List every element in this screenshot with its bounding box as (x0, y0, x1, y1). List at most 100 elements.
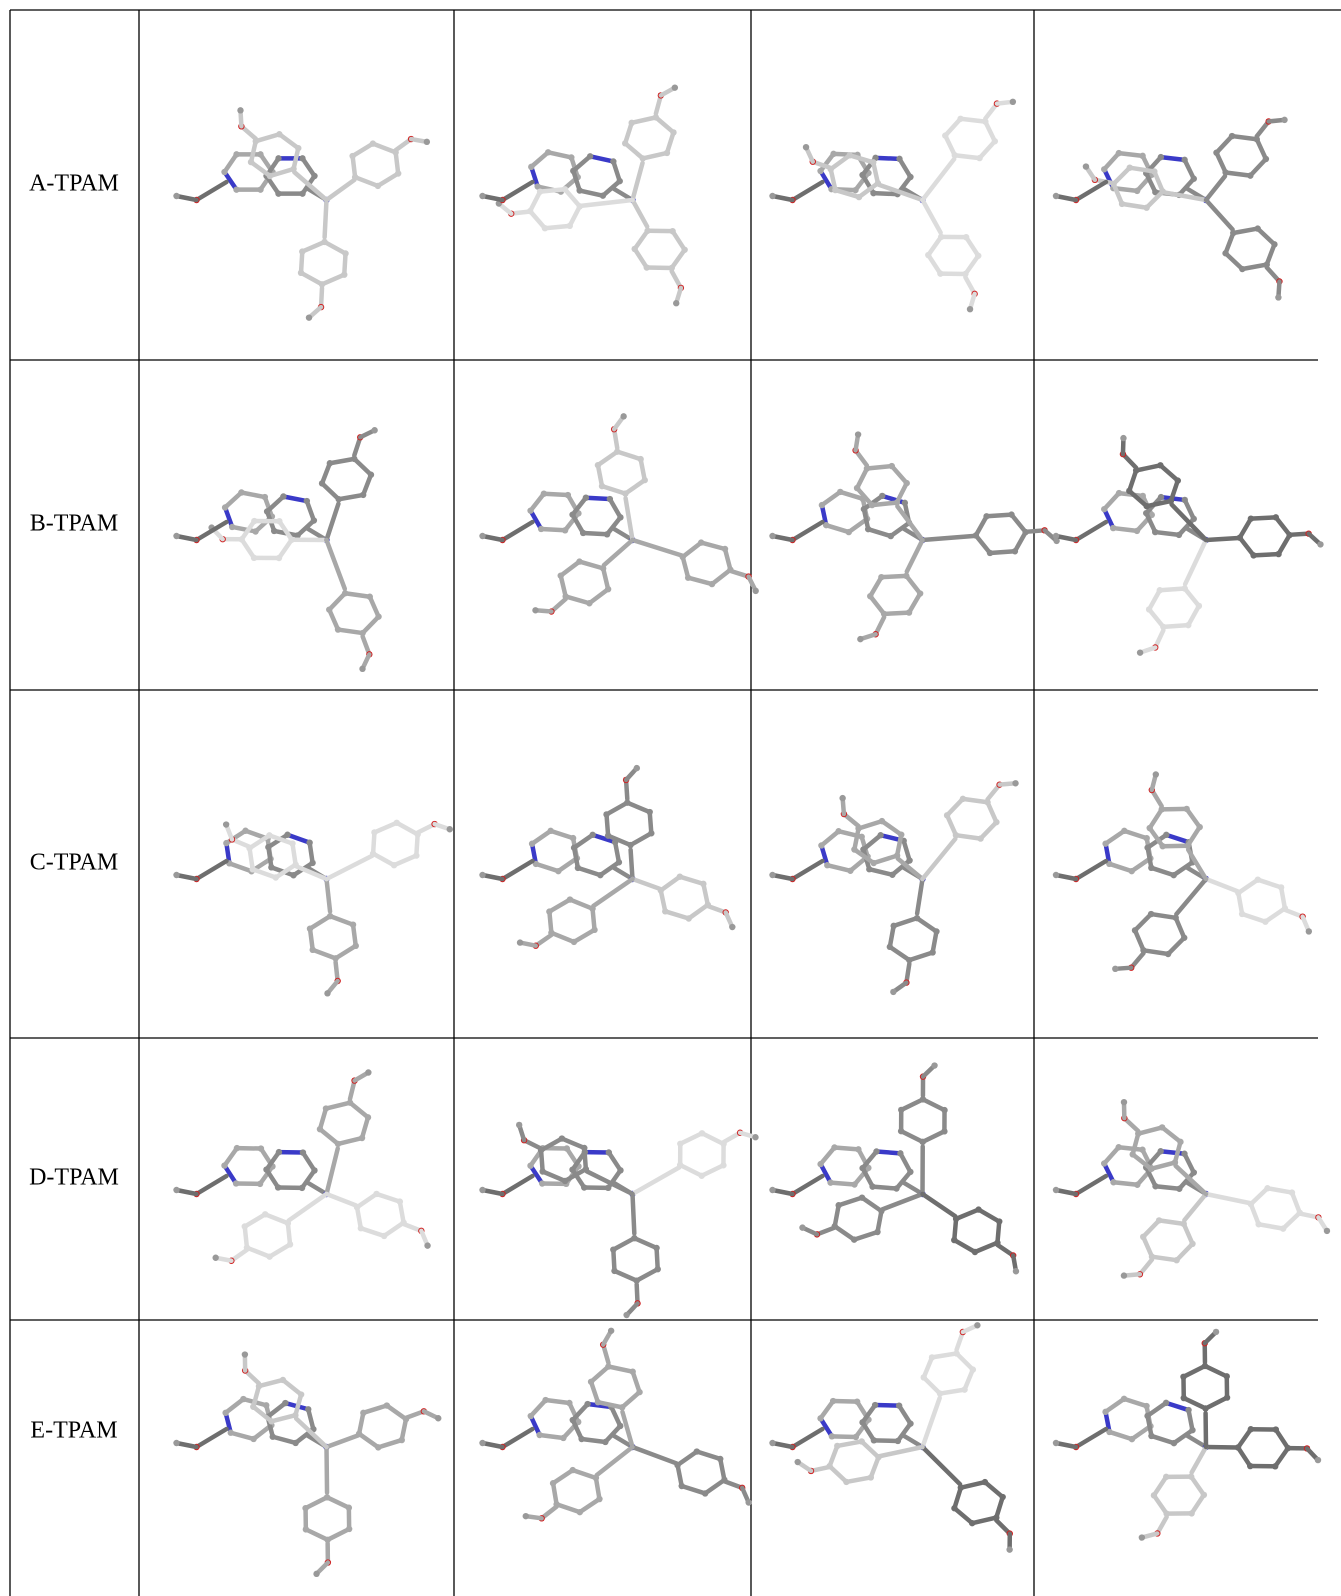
atom (818, 501, 826, 509)
bond (1237, 516, 1254, 540)
bond (1214, 150, 1228, 175)
bond (1111, 181, 1125, 207)
atom (586, 600, 593, 607)
atom (306, 925, 314, 932)
bond (610, 864, 635, 882)
bond (571, 927, 597, 945)
bond (926, 234, 944, 258)
atom (745, 1499, 752, 1506)
bond (304, 1179, 329, 1197)
bond (1189, 1444, 1209, 1475)
atom (557, 572, 564, 579)
atom (1195, 602, 1203, 610)
bond (307, 840, 315, 866)
atom (1052, 1186, 1060, 1194)
atom (1247, 172, 1254, 179)
atom (802, 143, 810, 151)
atom (342, 250, 349, 257)
bond (554, 1502, 583, 1515)
bond (670, 228, 687, 253)
bond (610, 1432, 635, 1450)
bond (242, 1212, 268, 1229)
molecule-image (173, 1351, 442, 1578)
bond (1053, 872, 1079, 882)
atom (889, 871, 896, 878)
bond (256, 1377, 286, 1389)
bond (1145, 845, 1154, 871)
bond (871, 160, 881, 186)
atom (698, 1172, 705, 1179)
bond (879, 818, 904, 837)
atom (858, 1194, 866, 1201)
bond (1053, 1187, 1079, 1197)
bond (1181, 1363, 1208, 1380)
atom (540, 490, 548, 497)
bond (528, 491, 547, 513)
bond (978, 819, 999, 841)
atom (837, 488, 844, 496)
bond (944, 813, 959, 838)
bond (267, 166, 296, 179)
bond (832, 1223, 857, 1242)
atom (233, 151, 240, 158)
atom (1228, 132, 1236, 140)
bond (324, 1495, 352, 1510)
bond (1189, 1492, 1207, 1516)
bond (818, 1416, 835, 1439)
atom (623, 1311, 630, 1319)
bond (374, 1191, 403, 1204)
bond (500, 519, 535, 543)
bond (300, 239, 327, 254)
bond (570, 512, 586, 536)
atom (981, 1478, 989, 1486)
atom (1102, 1408, 1109, 1416)
bond (1132, 928, 1146, 953)
bond (1235, 1445, 1253, 1469)
bond (609, 1404, 623, 1429)
atom (536, 188, 544, 195)
bond (875, 1208, 884, 1235)
bond (962, 1367, 976, 1392)
bond (281, 494, 310, 504)
bond (1145, 1413, 1154, 1439)
atom (1190, 175, 1197, 182)
atom (1115, 489, 1123, 497)
bond (251, 1383, 262, 1410)
atom (603, 531, 611, 538)
atom (263, 1402, 270, 1409)
atom (1138, 1534, 1146, 1541)
atom (957, 115, 964, 122)
atom (1262, 155, 1270, 163)
atom (968, 1519, 976, 1527)
bond (273, 862, 298, 880)
atom (286, 1241, 294, 1248)
bond (675, 1449, 700, 1468)
atom (835, 1202, 842, 1209)
atom (903, 572, 910, 580)
atom (1052, 871, 1060, 879)
atom (1314, 1456, 1322, 1464)
bond (360, 472, 374, 498)
bond (898, 1097, 926, 1113)
bond (358, 1225, 387, 1239)
bond (856, 180, 881, 200)
bond (611, 1247, 617, 1274)
atom (670, 129, 677, 136)
atom (1234, 1444, 1242, 1451)
atom (1247, 1426, 1255, 1433)
bond (1182, 1151, 1197, 1175)
atom (721, 545, 729, 553)
bond (698, 540, 728, 552)
bond (958, 116, 988, 124)
atom (855, 193, 863, 201)
bond (303, 1495, 330, 1511)
bond (1073, 519, 1109, 543)
bond (837, 489, 866, 502)
atom (941, 1106, 948, 1114)
bond (361, 1403, 390, 1416)
bond (194, 179, 229, 203)
bond (825, 862, 853, 874)
atom (547, 827, 554, 835)
bond (543, 1397, 572, 1406)
atom (1275, 294, 1282, 301)
